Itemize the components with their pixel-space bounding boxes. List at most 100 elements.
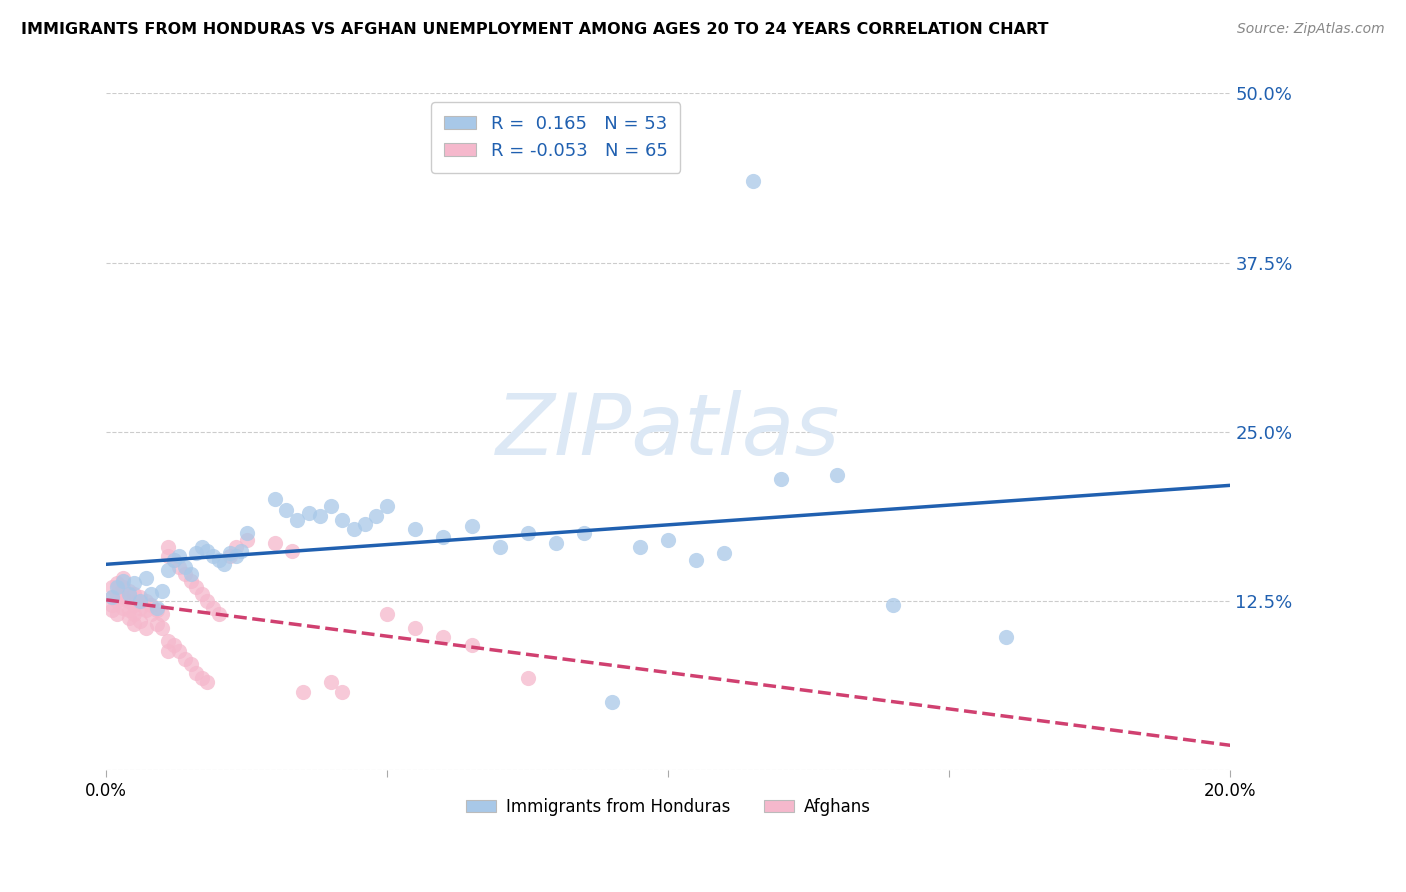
Point: [191, 671, 214, 685]
Point: [628, 540, 651, 554]
Point: [544, 535, 567, 549]
Text: ZIPatlas: ZIPatlas: [496, 390, 841, 473]
Point: [186, 580, 208, 594]
Point: [157, 549, 180, 564]
Point: [107, 587, 129, 601]
Point: [186, 546, 208, 560]
Point: [135, 571, 157, 585]
Point: [118, 603, 141, 617]
Point: [225, 549, 247, 564]
Point: [135, 594, 157, 608]
Point: [197, 543, 219, 558]
Point: [118, 611, 141, 625]
Point: [129, 590, 152, 604]
Point: [263, 535, 285, 549]
Point: [169, 549, 191, 564]
Point: [364, 508, 387, 523]
Point: [235, 526, 257, 541]
Point: [741, 174, 763, 188]
Point: [169, 644, 191, 658]
Point: [157, 634, 180, 648]
Point: [197, 594, 219, 608]
Point: [112, 571, 135, 585]
Point: [202, 549, 225, 564]
Point: [460, 639, 482, 653]
Point: [657, 533, 679, 547]
Point: [152, 584, 174, 599]
Point: [432, 631, 454, 645]
Point: [297, 506, 319, 520]
Point: [353, 516, 375, 531]
Point: [219, 549, 242, 564]
Point: [375, 499, 398, 513]
Point: [129, 614, 152, 628]
Point: [157, 540, 180, 554]
Point: [319, 499, 342, 513]
Point: [124, 607, 146, 622]
Point: [174, 566, 197, 581]
Point: [225, 540, 247, 554]
Point: [101, 590, 124, 604]
Point: [219, 546, 242, 560]
Point: [146, 603, 169, 617]
Point: [129, 594, 152, 608]
Point: [174, 560, 197, 574]
Point: [572, 526, 595, 541]
Point: [882, 598, 904, 612]
Point: [994, 631, 1017, 645]
Point: [235, 533, 257, 547]
Point: [180, 657, 202, 672]
Point: [135, 621, 157, 635]
Point: [141, 607, 163, 622]
Point: [101, 580, 124, 594]
Point: [308, 508, 330, 523]
Text: IMMIGRANTS FROM HONDURAS VS AFGHAN UNEMPLOYMENT AMONG AGES 20 TO 24 YEARS CORREL: IMMIGRANTS FROM HONDURAS VS AFGHAN UNEMP…: [21, 22, 1049, 37]
Point: [101, 598, 124, 612]
Point: [152, 607, 174, 622]
Point: [107, 576, 129, 591]
Point: [291, 684, 314, 698]
Point: [319, 675, 342, 690]
Point: [107, 594, 129, 608]
Point: [101, 590, 124, 604]
Point: [124, 616, 146, 631]
Point: [432, 530, 454, 544]
Point: [191, 587, 214, 601]
Point: [112, 580, 135, 594]
Point: [342, 522, 364, 536]
Point: [157, 563, 180, 577]
Point: [101, 603, 124, 617]
Point: [197, 675, 219, 690]
Point: [174, 652, 197, 666]
Point: [375, 607, 398, 622]
Point: [274, 503, 297, 517]
Point: [141, 587, 163, 601]
Text: Source: ZipAtlas.com: Source: ZipAtlas.com: [1237, 22, 1385, 37]
Point: [180, 566, 202, 581]
Point: [112, 600, 135, 615]
Point: [285, 513, 308, 527]
Point: [825, 467, 848, 482]
Point: [118, 594, 141, 608]
Point: [118, 584, 141, 599]
Point: [713, 546, 735, 560]
Point: [135, 603, 157, 617]
Point: [280, 543, 302, 558]
Point: [231, 543, 253, 558]
Point: [152, 621, 174, 635]
Point: [330, 684, 353, 698]
Point: [124, 587, 146, 601]
Point: [163, 553, 186, 567]
Point: [488, 540, 510, 554]
Point: [169, 560, 191, 574]
Point: [141, 598, 163, 612]
Point: [157, 644, 180, 658]
Point: [107, 607, 129, 622]
Point: [404, 522, 426, 536]
Point: [118, 587, 141, 601]
Point: [163, 553, 186, 567]
Point: [124, 576, 146, 591]
Point: [263, 492, 285, 507]
Point: [330, 513, 353, 527]
Point: [769, 472, 792, 486]
